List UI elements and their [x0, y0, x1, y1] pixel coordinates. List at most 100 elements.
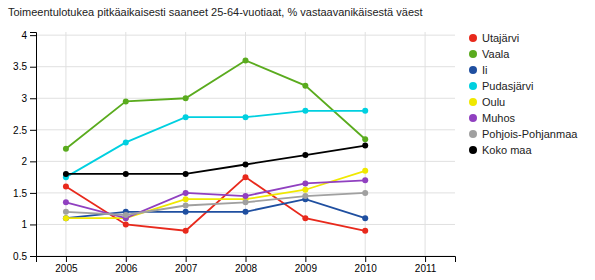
legend-label: Pudasjärvi: [482, 80, 533, 92]
tick-label: 2.5: [13, 125, 27, 136]
axis-line: [37, 257, 456, 263]
point: [183, 203, 189, 209]
tick: 2.5: [13, 125, 36, 136]
series-line: [66, 199, 365, 218]
point: [362, 190, 368, 196]
tick-mark: [186, 256, 187, 262]
tick-mark: [126, 256, 127, 262]
tick-label: 2005: [55, 263, 78, 274]
legend-item: Oulu: [469, 96, 505, 108]
point: [362, 136, 368, 142]
x-axis: 2005 2006 2007 2008 2009 2010 2011: [37, 256, 456, 274]
point: [243, 114, 249, 120]
tick: 2: [21, 156, 36, 167]
tick: 1.5: [13, 188, 36, 199]
legend-swatch: [469, 98, 477, 106]
tick-mark: [30, 256, 36, 257]
tick: 4: [21, 30, 36, 41]
point: [123, 221, 129, 227]
series: [63, 174, 368, 234]
legend-item: Koko maa: [469, 144, 532, 156]
tick-label: 1.5: [13, 188, 27, 199]
point: [183, 190, 189, 196]
series-line: [66, 193, 365, 215]
point: [63, 184, 69, 190]
tick-mark: [365, 256, 366, 262]
tick-mark: [305, 256, 306, 262]
tick-label: 2011: [415, 263, 437, 274]
grid-line: [425, 32, 426, 256]
legend-label: Ii: [482, 64, 488, 76]
series: [63, 143, 368, 177]
title: Toimeentulotukea pitkäaikaisesti saaneet…: [8, 6, 423, 18]
tick: 2008: [235, 256, 258, 274]
legend-item: Pudasjärvi: [469, 80, 533, 92]
point: [123, 212, 129, 218]
tick: 3.5: [13, 61, 36, 72]
tick: 2006: [115, 256, 138, 274]
tick-label: 3.5: [13, 61, 27, 72]
tick-mark: [30, 193, 36, 194]
legend-item: Ii: [469, 64, 488, 76]
point: [183, 228, 189, 234]
point: [243, 174, 249, 180]
legend-swatch: [469, 130, 477, 138]
grid: [36, 32, 455, 256]
tick-label: 2: [21, 156, 27, 167]
tick-mark: [30, 130, 36, 131]
tick-label: 0.5: [13, 251, 27, 262]
point: [302, 152, 308, 158]
series: [63, 190, 368, 218]
legend-swatch: [469, 82, 477, 90]
series-line: [66, 180, 365, 218]
point: [362, 177, 368, 183]
tick-mark: [30, 35, 36, 36]
tick: 2009: [295, 256, 318, 274]
legend-label: Pohjois-Pohjanmaa: [482, 128, 578, 140]
series-line: [66, 60, 365, 148]
tick-mark: [425, 256, 426, 262]
tick-label: 2007: [175, 263, 198, 274]
point: [243, 199, 249, 205]
legend-label: Oulu: [482, 96, 505, 108]
legend-label: Koko maa: [482, 144, 532, 156]
tick: 0.5: [13, 251, 36, 262]
point: [63, 171, 69, 177]
grid-line: [305, 32, 306, 256]
point: [302, 83, 308, 89]
tick-mark: [246, 256, 247, 262]
tick-label: 3: [21, 93, 27, 104]
legend-swatch: [469, 146, 477, 154]
y-axis: 0.5 1 1.5 2 2.5 3 3.5 4: [13, 30, 36, 262]
point: [183, 114, 189, 120]
legend-item: Pohjois-Pohjanmaa: [469, 128, 578, 140]
point: [183, 171, 189, 177]
tick-label: 2009: [295, 263, 318, 274]
tick: 1: [21, 219, 36, 230]
legend-item: Vaala: [469, 48, 510, 60]
tick-label: 2010: [355, 263, 378, 274]
point: [302, 180, 308, 186]
tick: 2007: [175, 256, 198, 274]
legend: UtajärviVaalaIiPudasjärviOuluMuhosPohjoi…: [469, 32, 578, 156]
tick-mark: [30, 224, 36, 225]
series-line: [66, 146, 365, 174]
point: [63, 215, 69, 221]
point: [183, 95, 189, 101]
series: [63, 108, 368, 180]
point: [123, 139, 129, 145]
point: [63, 209, 69, 215]
point: [63, 215, 69, 221]
plot-area: [63, 57, 368, 233]
point: [123, 98, 129, 104]
point: [362, 168, 368, 174]
point: [302, 187, 308, 193]
point: [123, 171, 129, 177]
point: [63, 146, 69, 152]
legend-swatch: [469, 114, 477, 122]
point: [183, 209, 189, 215]
legend-label: Vaala: [482, 48, 510, 60]
point: [243, 57, 249, 63]
tick-mark: [30, 161, 36, 162]
legend-item: Muhos: [469, 112, 516, 124]
